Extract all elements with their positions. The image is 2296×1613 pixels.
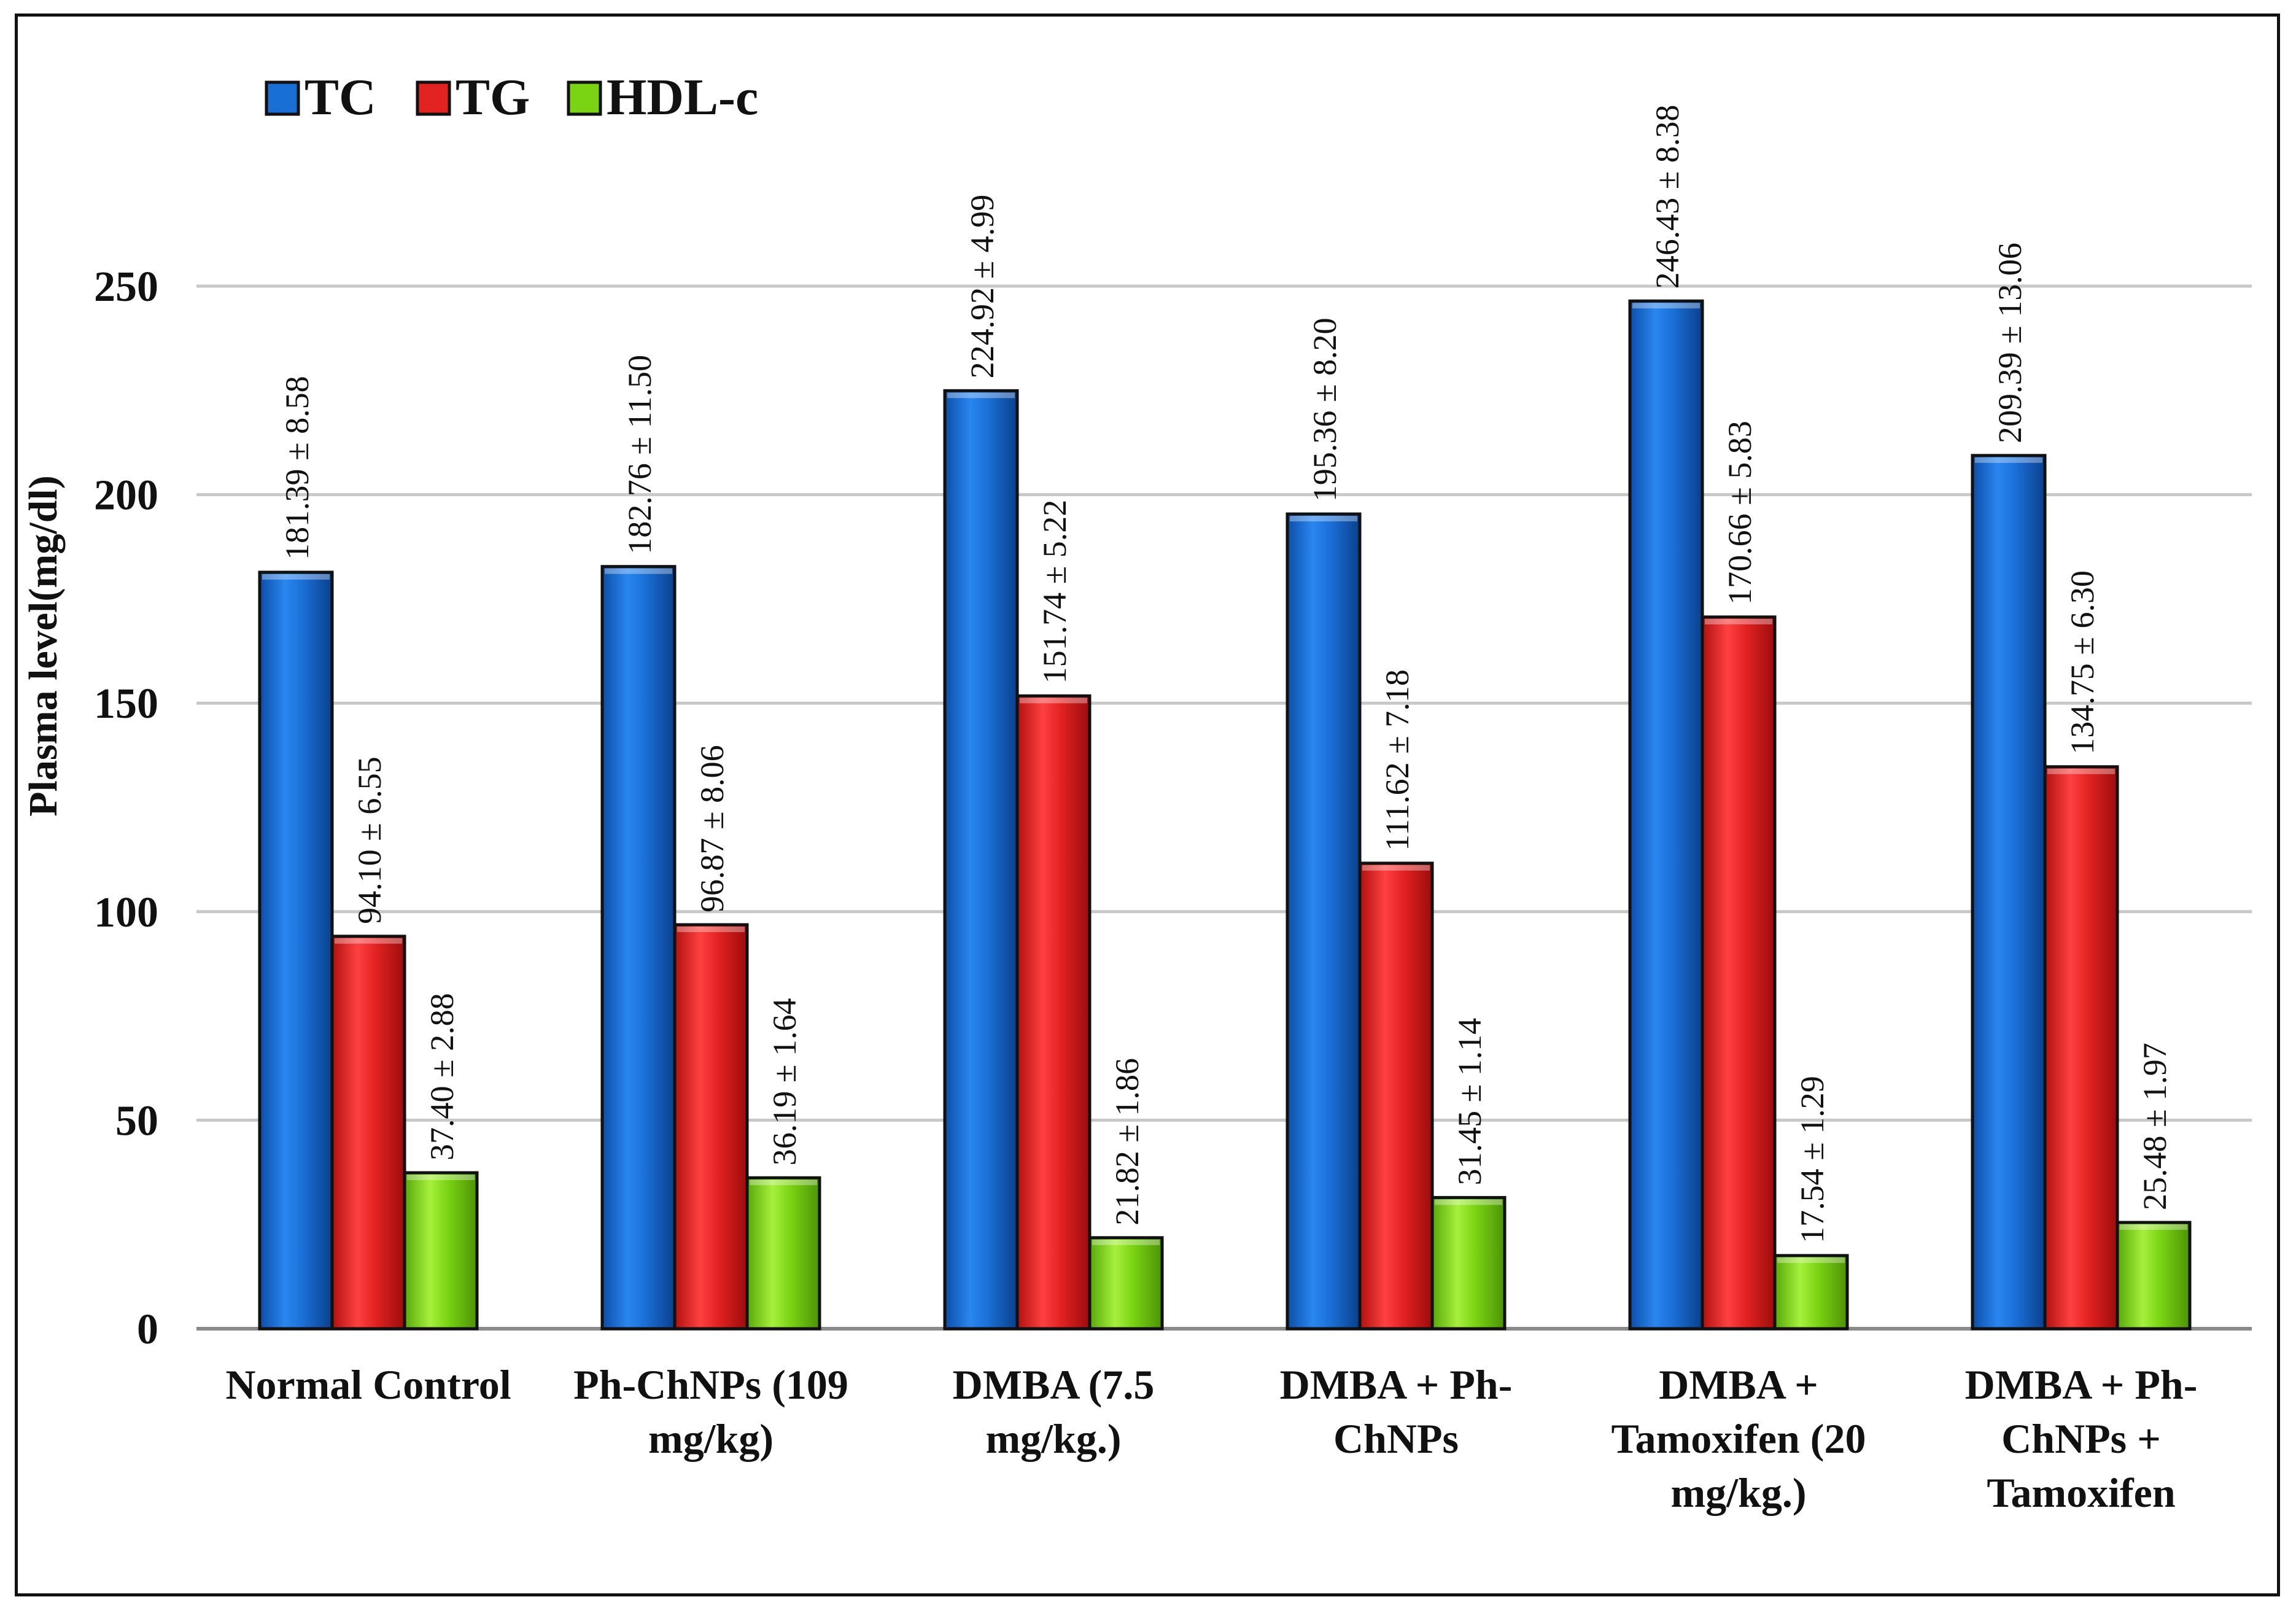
bar-tc (600, 565, 677, 1331)
data-label: 195.36 ± 8.20 (1306, 317, 1343, 502)
x-category-line: DMBA + Ph- (1965, 1361, 2198, 1408)
bar-hdl-c (745, 1176, 821, 1331)
bar-tc (1971, 454, 2047, 1331)
data-label: 21.82 ± 1.86 (1109, 1058, 1146, 1226)
data-label: 151.74 ± 5.22 (1036, 500, 1073, 684)
x-category-line: Ph-ChNPs (109 (573, 1361, 848, 1408)
y-axis: 0 50 100 150 200 250 (94, 263, 158, 1353)
bar-highlight (407, 1174, 475, 1180)
bar-highlight (1290, 516, 1357, 522)
x-category-line: mg/kg.) (1671, 1469, 1807, 1516)
x-category-label: DMBA + Ph- ChNPs (1280, 1361, 1513, 1462)
x-category-line: Tamoxifen (20 (1611, 1415, 1866, 1462)
legend-label-tg: TG (456, 69, 530, 126)
legend: TC TG HDL-c (265, 69, 758, 126)
bar-tc (258, 570, 334, 1331)
bar-highlight (1435, 1199, 1502, 1205)
bar-tc (1628, 299, 1704, 1331)
data-label: 209.39 ± 13.06 (1992, 243, 2028, 443)
y-tick-label: 100 (94, 889, 158, 936)
data-label: 17.54 ± 1.29 (1794, 1076, 1831, 1243)
data-label: 170.66 ± 5.83 (1721, 421, 1758, 605)
bar-tg (1701, 615, 1777, 1331)
data-label: 36.19 ± 1.64 (766, 998, 803, 1166)
bar-tg (2043, 765, 2119, 1331)
x-category-line: mg/kg) (648, 1415, 774, 1462)
bar-tg (1015, 694, 1092, 1331)
bar-highlight (750, 1180, 817, 1186)
bar-tg (673, 923, 749, 1331)
bar-tc (1286, 512, 1362, 1331)
y-tick-label: 0 (137, 1306, 158, 1353)
legend-label-hdl-c: HDL-c (607, 69, 758, 126)
data-label: 94.10 ± 6.55 (351, 756, 388, 924)
bar-highlight (1362, 865, 1430, 871)
bar-hdl-c (1088, 1236, 1164, 1331)
bar-highlight (2047, 768, 2115, 774)
x-category-label: DMBA (7.5 mg/kg.) (953, 1361, 1155, 1462)
bar-highlight (677, 927, 745, 933)
x-category-label: Normal Control (225, 1361, 511, 1408)
bar-highlight (1632, 303, 1700, 309)
bar-highlight (947, 392, 1015, 398)
data-label: 224.92 ± 4.99 (964, 195, 1001, 379)
legend-label-tc: TC (304, 69, 376, 126)
x-category-line: ChNPs + (2001, 1415, 2161, 1462)
y-tick-label: 150 (94, 680, 158, 728)
data-label: 246.43 ± 8.38 (1649, 105, 1686, 289)
x-category-line: Normal Control (225, 1361, 511, 1408)
y-axis-label: Plasma level(mg/dl) (21, 475, 66, 816)
bars (258, 299, 2192, 1331)
x-category-label: DMBA + Ph- ChNPs + Tamoxifen (1965, 1361, 2198, 1516)
x-category-line: DMBA + (1659, 1361, 1818, 1408)
bar-tc (943, 389, 1019, 1331)
y-tick-label: 200 (94, 472, 158, 519)
legend-swatch-tc (265, 80, 300, 116)
x-category-line: DMBA (7.5 (953, 1361, 1155, 1408)
legend-swatch-tg (416, 80, 451, 116)
x-axis: Normal Control Ph-ChNPs (109 mg/kg) DMBA (7… (225, 1361, 2197, 1516)
bar-highlight (262, 573, 330, 580)
gridlines (196, 284, 2252, 1331)
x-category-line: mg/kg.) (986, 1415, 1122, 1462)
bar-highlight (1092, 1239, 1160, 1245)
x-category-line: DMBA + Ph- (1280, 1361, 1513, 1408)
chart-frame (15, 14, 2280, 1596)
data-label: 31.45 ± 1.14 (1451, 1018, 1488, 1186)
data-labels: 181.39 ± 8.58 94.10 ± 6.55 37.40 ± 2.88 182… (279, 105, 2173, 1243)
data-label: 182.76 ± 11.50 (621, 355, 658, 554)
bar-highlight (1777, 1257, 1845, 1263)
x-category-line: Tamoxifen (1987, 1469, 2175, 1516)
bar-highlight (1020, 698, 1087, 704)
data-label: 25.48 ± 1.97 (2136, 1043, 2173, 1210)
data-label: 181.39 ± 8.58 (279, 376, 316, 560)
x-category-label: DMBA + Tamoxifen (20 mg/kg.) (1611, 1361, 1866, 1516)
bar-highlight (605, 568, 672, 574)
legend-swatch-hdl-c (567, 80, 602, 116)
data-label: 111.62 ± 7.18 (1379, 669, 1416, 851)
bar-hdl-c (1773, 1254, 1849, 1331)
x-category-line: ChNPs (1333, 1415, 1459, 1462)
bar-hdl-c (1430, 1195, 1507, 1331)
data-label: 96.87 ± 8.06 (694, 745, 731, 912)
data-label: 37.40 ± 2.88 (424, 993, 460, 1160)
bar-tg (330, 935, 406, 1331)
bar-highlight (2120, 1224, 2187, 1230)
bar-highlight (335, 938, 402, 944)
bar-hdl-c (2116, 1221, 2192, 1331)
x-category-label: Ph-ChNPs (109 mg/kg) (573, 1361, 848, 1462)
bar-highlight (1975, 457, 2042, 463)
bar-hdl-c (403, 1171, 479, 1331)
data-label: 134.75 ± 6.30 (2064, 570, 2101, 755)
bar-highlight (1705, 618, 1772, 624)
bar-tg (1358, 861, 1434, 1331)
y-tick-label: 250 (94, 263, 158, 311)
y-tick-label: 50 (115, 1097, 158, 1145)
